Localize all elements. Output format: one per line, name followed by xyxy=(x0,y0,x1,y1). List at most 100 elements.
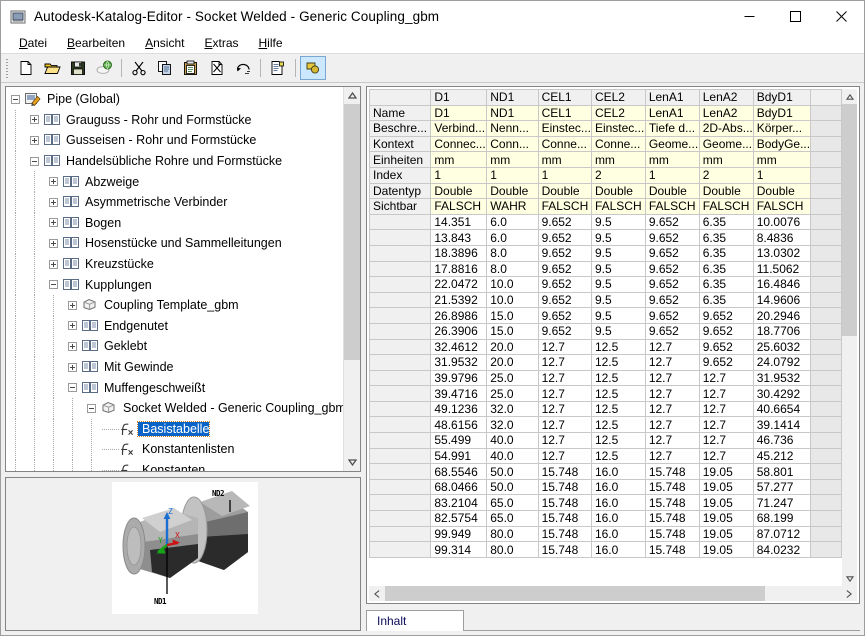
catalog-tree[interactable]: Pipe (Global) Grauguss - Rohr und Formstü… xyxy=(6,87,343,471)
row-header[interactable] xyxy=(369,432,432,449)
minimize-button[interactable] xyxy=(726,1,772,32)
data-cell[interactable]: 9.652 xyxy=(644,229,700,246)
toggle-box[interactable] xyxy=(68,383,77,393)
new-document-icon[interactable] xyxy=(265,56,291,80)
column-header[interactable]: CEL1 xyxy=(537,89,592,106)
data-cell[interactable]: 10.0 xyxy=(486,291,539,309)
data-cell[interactable]: 15.748 xyxy=(537,478,592,496)
table-row[interactable]: 99.949 80.0 15.748 16.0 15.748 19.05 87.0712 xyxy=(369,525,842,543)
data-cell[interactable]: 15.748 xyxy=(644,541,700,558)
data-cell[interactable]: 12.7 xyxy=(644,416,700,434)
data-cell[interactable]: 20.2946 xyxy=(752,307,812,324)
expand-toggle-icon[interactable] xyxy=(63,336,82,357)
row-header[interactable] xyxy=(369,260,432,278)
data-cell[interactable]: 40.0 xyxy=(486,432,539,449)
table-row[interactable]: 49.1236 32.0 12.7 12.5 12.7 12.7 40.6654 xyxy=(369,400,842,418)
data-cell[interactable]: 99.314 xyxy=(430,541,488,558)
meta-cell[interactable]: LenA2 xyxy=(698,104,754,122)
meta-cell[interactable]: Connec... xyxy=(430,135,488,153)
meta-cell[interactable]: Geome... xyxy=(698,135,754,153)
data-cell[interactable]: 39.4716 xyxy=(430,385,488,402)
data-cell[interactable]: 50.0 xyxy=(486,478,539,496)
data-cell[interactable]: 46.736 xyxy=(752,432,812,449)
meta-cell[interactable]: Double xyxy=(537,182,592,200)
tree-scroll-track[interactable] xyxy=(344,360,360,454)
data-cell[interactable]: 9.5 xyxy=(590,213,646,231)
meta-cell[interactable]: 2 xyxy=(590,166,646,184)
data-cell[interactable]: 12.7 xyxy=(644,447,700,465)
data-cell[interactable]: 6.35 xyxy=(698,213,754,231)
data-cell[interactable]: 9.5 xyxy=(590,322,646,340)
scroll-right-icon[interactable] xyxy=(841,586,857,601)
data-cell[interactable]: 6.35 xyxy=(698,244,754,262)
data-cell[interactable]: 32.4612 xyxy=(430,338,488,356)
data-cell[interactable]: 9.652 xyxy=(644,307,700,324)
data-cell[interactable]: 31.9532 xyxy=(430,354,488,371)
data-cell[interactable]: 68.199 xyxy=(752,510,812,527)
data-cell[interactable]: 6.35 xyxy=(698,291,754,309)
row-header[interactable]: Datentyp xyxy=(369,182,432,200)
data-cell[interactable]: 12.7 xyxy=(644,385,700,402)
table-scroll-thumb[interactable] xyxy=(842,104,857,336)
tab-inhalt[interactable]: Inhalt xyxy=(366,610,464,631)
data-cell[interactable]: 9.5 xyxy=(590,244,646,262)
data-cell[interactable]: 71.247 xyxy=(752,494,812,512)
data-cell[interactable]: 68.5546 xyxy=(430,463,488,480)
toggle-box[interactable] xyxy=(30,156,39,166)
row-header[interactable] xyxy=(369,369,432,387)
tree-item-endgenutet[interactable]: Endgenutet xyxy=(6,315,343,337)
row-header[interactable]: Sichtbar xyxy=(369,198,432,215)
data-cell[interactable]: 12.7 xyxy=(537,338,592,356)
meta-cell[interactable]: D1 xyxy=(430,104,488,122)
expand-toggle-icon[interactable] xyxy=(44,192,63,213)
column-header[interactable]: LenA1 xyxy=(644,89,700,106)
data-cell[interactable]: 12.7 xyxy=(537,354,592,371)
meta-cell[interactable]: FALSCH xyxy=(698,198,754,215)
data-cell[interactable]: 20.0 xyxy=(486,338,539,356)
data-cell[interactable]: 32.0 xyxy=(486,400,539,418)
table-viewport[interactable]: D1 ND1 CEL1 CEL2 LenA1 LenA2 BdyD1 Name D1 ND1 CEL… xyxy=(369,89,842,586)
data-cell[interactable]: 26.3906 xyxy=(430,322,488,340)
data-cell[interactable]: 12.7 xyxy=(644,369,700,387)
data-cell[interactable]: 6.35 xyxy=(698,276,754,293)
data-cell[interactable]: 32.0 xyxy=(486,416,539,434)
table-row[interactable]: 18.3896 8.0 9.652 9.5 9.652 6.35 13.0302 xyxy=(369,244,842,262)
collapse-toggle-icon[interactable] xyxy=(44,274,63,295)
tree-item-basistabelle[interactable]: Basistabelle xyxy=(6,418,343,440)
data-cell[interactable]: 82.5754 xyxy=(430,510,488,527)
table-row[interactable]: 22.0472 10.0 9.652 9.5 9.652 6.35 16.4846 xyxy=(369,276,842,293)
meta-cell[interactable]: BodyGe... xyxy=(752,135,812,153)
meta-cell[interactable]: ND1 xyxy=(486,104,539,122)
row-header[interactable] xyxy=(369,354,432,371)
menu-hilfe[interactable]: Hilfe xyxy=(258,35,283,50)
meta-cell[interactable]: Einstec... xyxy=(537,120,592,137)
data-cell[interactable]: 6.0 xyxy=(486,213,539,231)
data-cell[interactable]: 9.652 xyxy=(644,291,700,309)
meta-cell[interactable]: mm xyxy=(698,151,754,168)
table-row[interactable]: 13.843 6.0 9.652 9.5 9.652 6.35 8.4836 xyxy=(369,229,842,246)
data-cell[interactable]: 19.05 xyxy=(698,478,754,496)
data-cell[interactable]: 84.0232 xyxy=(752,541,812,558)
row-header[interactable] xyxy=(369,229,432,246)
row-header[interactable]: Einheiten xyxy=(369,151,432,168)
data-cell[interactable]: 9.5 xyxy=(590,260,646,278)
data-cell[interactable]: 9.652 xyxy=(537,276,592,293)
table-vertical-scrollbar[interactable] xyxy=(842,89,857,586)
meta-cell[interactable]: Conn... xyxy=(486,135,539,153)
data-cell[interactable]: 54.991 xyxy=(430,447,488,465)
tree-item-hosenst-cke-und-sammelleitungen[interactable]: Hosenstücke und Sammelleitungen xyxy=(6,233,343,254)
row-header[interactable]: Name xyxy=(369,104,432,122)
publish-globe-icon[interactable] xyxy=(91,56,117,80)
data-cell[interactable]: 15.748 xyxy=(644,510,700,527)
data-cell[interactable]: 19.05 xyxy=(698,510,754,527)
meta-cell[interactable]: Tiefe d... xyxy=(644,120,700,137)
data-cell[interactable]: 83.2104 xyxy=(430,494,488,512)
table-scroll-track[interactable] xyxy=(842,336,857,571)
tree-item-konstanten[interactable]: Konstanten xyxy=(6,459,343,471)
tree-item-konstantenlisten[interactable]: Konstantenlisten xyxy=(6,439,343,460)
tree-item-abzweige[interactable]: Abzweige xyxy=(6,171,343,192)
data-cell[interactable]: 12.7 xyxy=(698,447,754,465)
data-cell[interactable]: 9.652 xyxy=(644,322,700,340)
data-cell[interactable]: 21.5392 xyxy=(430,291,488,309)
preview-shape-icon[interactable] xyxy=(300,56,326,80)
